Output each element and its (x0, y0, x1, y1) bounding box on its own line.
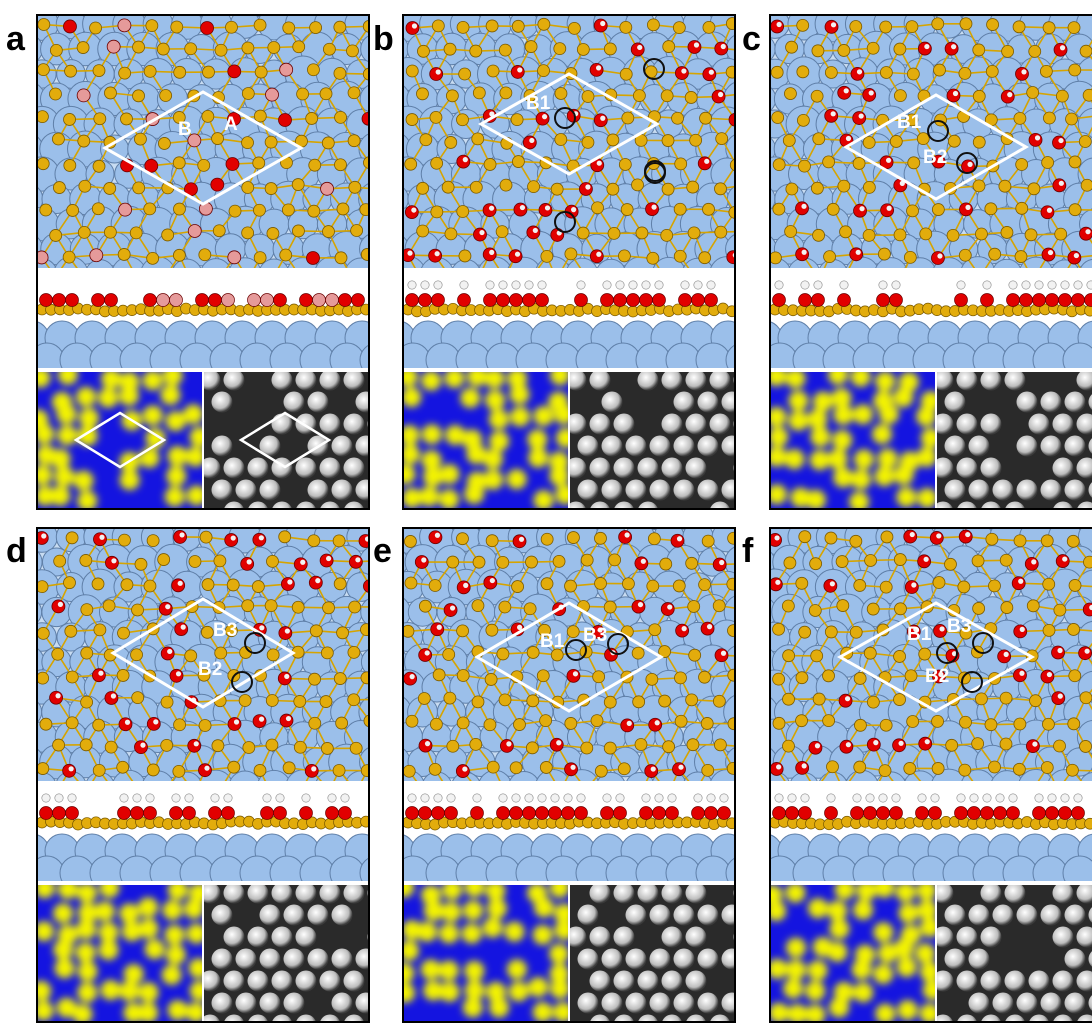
panel-letter-f: f (742, 534, 753, 568)
top-view-atoms (404, 16, 734, 292)
panel-figure: B1 B3 (404, 529, 734, 1021)
site-label-b1: B1 (907, 624, 932, 645)
panel-letter-b: b (373, 22, 394, 56)
site-label-b3: B3 (583, 625, 607, 646)
site-label-b2: B2 (198, 659, 222, 680)
side-view-atoms (38, 294, 368, 378)
panel-letter-c: c (742, 22, 761, 56)
panel-figure: B3 B2 (38, 529, 368, 1021)
panel-figure: B1 B3 B2 (771, 529, 1092, 1021)
panel-f: B1 B3 B2 (769, 527, 1092, 1023)
panel-figure: B1 (404, 16, 734, 508)
site-label-b1: B1 (526, 93, 551, 114)
panel-letter-e: e (373, 534, 392, 568)
site-label-a: A (224, 114, 238, 135)
site-label-b3: B3 (947, 616, 971, 637)
top-view-atoms (38, 16, 368, 291)
site-label-b2: B2 (925, 666, 949, 687)
top-view-atoms (404, 529, 734, 805)
panel-d: B3 B2 (36, 527, 370, 1023)
site-label-b: B (178, 119, 192, 140)
panel-letter-a: a (6, 22, 25, 56)
site-label-b1: B1 (897, 112, 922, 133)
site-label-b2: B2 (923, 147, 947, 168)
site-label-b3: B3 (213, 620, 237, 641)
panel-letter-d: d (6, 534, 27, 568)
panel-b: B1 (402, 14, 736, 510)
panel-e: B1 B3 (402, 527, 736, 1023)
site-label-b1: B1 (540, 631, 565, 652)
